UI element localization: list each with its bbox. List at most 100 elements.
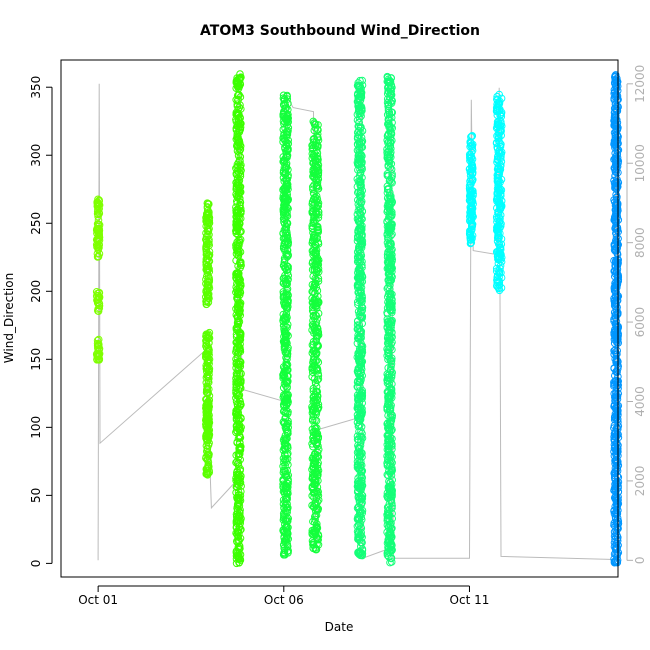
scatter-point xyxy=(358,434,367,442)
scatter-point xyxy=(234,543,243,552)
scatter-point xyxy=(356,178,364,187)
y2-tick-label: 2000 xyxy=(633,466,647,497)
scatter-point xyxy=(356,209,365,218)
scatter-point xyxy=(358,159,366,167)
scatter-point xyxy=(311,320,320,329)
scatter-point xyxy=(282,488,291,496)
scatter-point xyxy=(279,374,287,382)
scatter-point xyxy=(95,204,103,213)
scatter-point xyxy=(280,234,289,242)
scatter-point xyxy=(234,491,243,499)
scatter-point xyxy=(310,266,319,274)
scatter-point xyxy=(280,534,289,542)
scatter-point xyxy=(234,312,242,321)
scatter-point xyxy=(280,198,289,206)
scatter-point xyxy=(279,551,288,559)
scatter-point xyxy=(311,274,320,283)
scatter-point xyxy=(357,368,365,377)
scatter-point xyxy=(283,305,292,313)
scatter-point xyxy=(358,261,366,270)
scatter-point xyxy=(356,297,364,305)
scatter-point xyxy=(356,390,365,399)
scatter-point xyxy=(233,91,242,100)
y2-tick-label: 8000 xyxy=(633,227,647,258)
x-tick-label: Oct 11 xyxy=(450,593,490,607)
scatter-point xyxy=(280,322,288,330)
scatter-point xyxy=(233,147,242,155)
scatter-points-layer xyxy=(92,70,623,568)
scatter-point xyxy=(93,336,102,345)
scatter-point xyxy=(279,384,288,392)
scatter-point xyxy=(309,415,317,424)
x-axis-label: Date xyxy=(325,620,354,634)
scatter-point xyxy=(309,428,318,436)
scatter-point xyxy=(353,253,362,261)
scatter-point xyxy=(314,257,322,266)
scatter-point xyxy=(312,487,321,496)
scatter-point xyxy=(283,249,291,258)
scatter-point xyxy=(203,277,212,286)
scatter-point xyxy=(282,138,291,147)
scatter-point xyxy=(279,110,288,118)
scatter-point xyxy=(355,335,364,343)
scatter-point xyxy=(358,399,367,407)
scatter-point xyxy=(279,153,288,161)
scatter-point xyxy=(354,370,363,379)
scatter-point xyxy=(280,314,288,323)
scatter-point xyxy=(202,217,210,226)
scatter-point xyxy=(234,170,242,179)
scatter-point xyxy=(279,293,288,301)
scatter-point xyxy=(236,347,245,356)
scatter-point xyxy=(282,163,291,172)
scatter-point xyxy=(204,418,212,427)
scatter-point xyxy=(234,81,243,90)
scatter-point xyxy=(235,553,243,561)
scatter-point xyxy=(314,309,323,318)
scatter-point xyxy=(95,289,103,297)
scatter-point xyxy=(313,429,322,438)
scatter-point xyxy=(92,240,101,249)
scatter-point xyxy=(314,371,323,380)
scatter-point xyxy=(358,277,367,286)
scatter-point xyxy=(283,346,292,354)
scatter-point xyxy=(95,301,103,310)
scatter-point xyxy=(93,230,102,238)
scatter-point xyxy=(354,83,363,92)
scatter-point xyxy=(357,138,366,147)
scatter-point xyxy=(234,462,243,471)
y2-tick-label: 10000 xyxy=(633,144,647,182)
scatter-point xyxy=(203,385,211,394)
scatter-point xyxy=(313,392,322,401)
scatter-point xyxy=(355,123,363,131)
scatter-point xyxy=(313,152,322,161)
scatter-point xyxy=(312,156,320,164)
scatter-point xyxy=(281,418,289,427)
scatter-point xyxy=(311,194,320,202)
scatter-point xyxy=(280,95,289,103)
scatter-point xyxy=(313,315,321,323)
scatter-point xyxy=(354,217,363,226)
scatter-point xyxy=(234,494,243,502)
scatter-point xyxy=(313,130,322,138)
scatter-point xyxy=(236,123,245,131)
scatter-point xyxy=(280,131,288,140)
scatter-point xyxy=(235,416,244,424)
scatter-point xyxy=(356,226,365,235)
scatter-point xyxy=(95,294,104,302)
scatter-point xyxy=(204,334,213,343)
scatter-point xyxy=(279,158,288,166)
scatter-point xyxy=(283,382,291,391)
scatter-point xyxy=(232,182,241,191)
scatter-point xyxy=(355,427,363,436)
scatter-point xyxy=(357,345,366,354)
scatter-point xyxy=(357,409,365,418)
scatter-point xyxy=(235,444,243,453)
scatter-point xyxy=(279,516,288,524)
scatter-point xyxy=(204,330,212,338)
scatter-point xyxy=(282,141,291,149)
scatter-point xyxy=(237,227,245,236)
scatter-point xyxy=(284,124,293,132)
scatter-point xyxy=(232,378,240,386)
scatter-point xyxy=(279,207,288,215)
